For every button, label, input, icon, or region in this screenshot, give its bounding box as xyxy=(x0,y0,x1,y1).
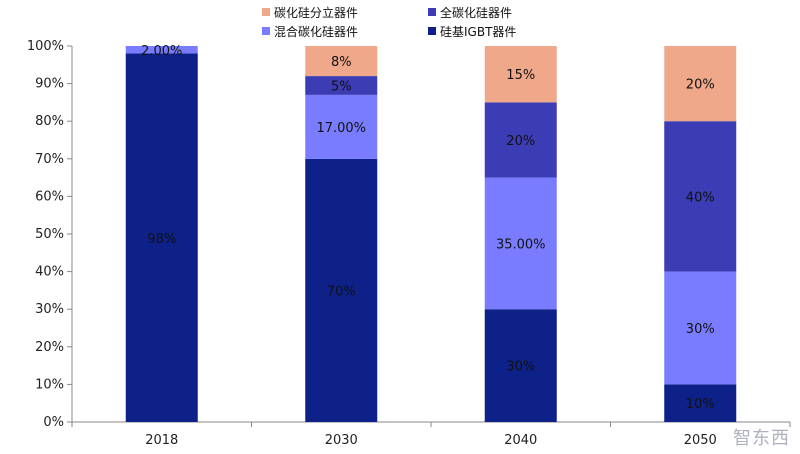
data-label: 40% xyxy=(686,190,715,205)
y-axis: 0% 10% 20% 30% 40% 50% 60% 70% 80% 90% 100% xyxy=(27,39,73,430)
y-tick-label: 90% xyxy=(35,77,64,92)
y-tick-label: 50% xyxy=(35,227,64,242)
y-tick-label: 70% xyxy=(35,152,64,167)
legend-label: 全碳化硅器件 xyxy=(440,5,512,20)
legend-swatch xyxy=(262,27,270,35)
bar-segment xyxy=(664,46,737,122)
bar-segment xyxy=(305,94,378,159)
legend-label: 混合碳化硅器件 xyxy=(274,24,358,39)
bar-segment xyxy=(664,384,737,422)
bar-segment xyxy=(125,46,198,54)
data-label: 20% xyxy=(686,78,715,93)
bar-segment xyxy=(125,53,198,423)
bar-segment xyxy=(664,271,737,385)
y-tick-label: 40% xyxy=(35,265,64,280)
data-label: 35.00% xyxy=(496,237,546,252)
legend-label: 碳化硅分立器件 xyxy=(274,5,358,20)
data-label: 30% xyxy=(686,322,715,337)
bar-segment xyxy=(305,158,378,423)
bar-segment xyxy=(664,121,737,272)
y-tick-label: 80% xyxy=(35,114,64,129)
y-tick-label: 10% xyxy=(35,377,64,392)
legend-swatch xyxy=(262,8,270,16)
bars xyxy=(125,46,737,423)
data-label: 15% xyxy=(506,68,535,83)
data-label: 98% xyxy=(147,232,176,247)
x-axis: 2018 2030 2040 2050 xyxy=(71,421,791,448)
data-label: 17.00% xyxy=(316,121,366,136)
x-tick-label: 2030 xyxy=(325,433,358,448)
data-label: 30% xyxy=(506,360,535,375)
data-label: 20% xyxy=(506,134,535,149)
data-label: 10% xyxy=(686,397,715,412)
y-tick-label: 60% xyxy=(35,189,64,204)
data-label: 8% xyxy=(331,55,352,70)
legend-swatch xyxy=(428,8,436,16)
bar-segment xyxy=(484,102,557,178)
y-tick-label: 0% xyxy=(43,415,64,430)
watermark-logo: 智东西 xyxy=(733,428,790,449)
data-label: 70% xyxy=(327,284,356,299)
bar-segment xyxy=(484,309,557,422)
data-label: 2.00% xyxy=(141,44,182,59)
data-label: 5% xyxy=(331,79,352,94)
y-tick-label: 100% xyxy=(27,39,64,54)
legend-label: 硅基IGBT器件 xyxy=(440,25,516,39)
y-tick-label: 30% xyxy=(35,302,64,317)
x-tick-label: 2050 xyxy=(684,433,717,448)
data-labels: 98% 2.00% 70% 17.00% 5% 8% 30% 35.00% 20% 15% 10% 3… xyxy=(141,44,715,412)
bar-segment xyxy=(305,46,378,77)
bar-segment xyxy=(484,46,557,103)
bar-segment xyxy=(305,76,378,95)
legend-swatch xyxy=(428,27,436,35)
bar-segment xyxy=(484,177,557,310)
y-tick-label: 20% xyxy=(35,340,64,355)
x-tick-label: 2040 xyxy=(504,433,537,448)
x-tick-label: 2018 xyxy=(145,433,178,448)
